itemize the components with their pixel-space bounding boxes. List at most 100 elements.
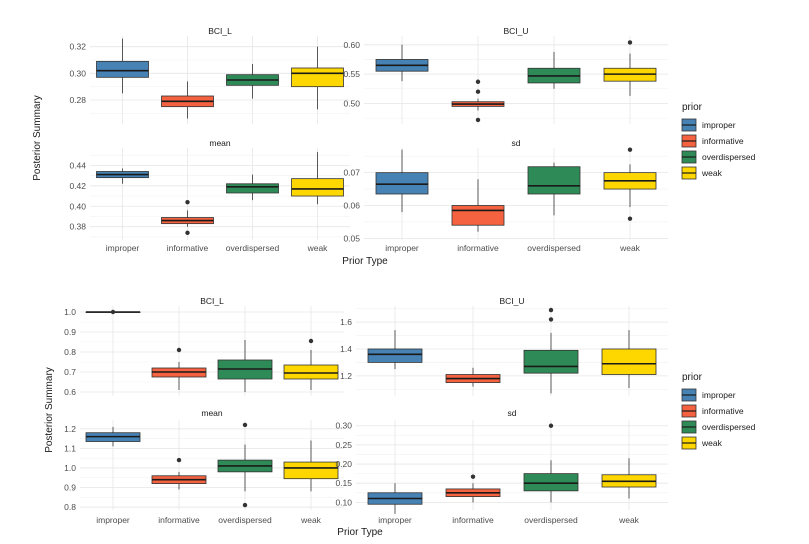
box-overdispersed	[523, 423, 579, 503]
outlier-point	[176, 457, 182, 463]
box-iqr	[367, 348, 423, 363]
panel-bci-u: BCI_U 1.2 1.4 1.6	[340, 296, 668, 396]
y-tick-label: 0.38	[69, 222, 86, 232]
panel-sd: sd 0.05 0.06 0.07 improper informative overdis…	[343, 138, 668, 253]
legend-entry-informative: informative	[681, 404, 744, 418]
outlier-point	[548, 423, 554, 428]
outlier-point	[242, 422, 248, 428]
box-improper	[85, 309, 141, 315]
box-overdispersed	[226, 64, 279, 99]
box-weak	[603, 147, 657, 221]
box-weak	[603, 40, 657, 96]
x-tick-label: weak	[307, 243, 329, 253]
box-iqr	[375, 172, 429, 195]
y-tick-label: 1.2	[64, 424, 76, 434]
panel-bci-l: BCI_L 0.6 0.7 0.8 0.9 1.0	[64, 296, 344, 397]
box-informative	[161, 81, 214, 119]
legend-label: overdispersed	[702, 422, 756, 432]
y-tick-label: 0.30	[335, 421, 352, 431]
outlier-point	[110, 309, 116, 315]
outlier-point	[627, 216, 633, 221]
y-tick-label: 0.10	[335, 497, 352, 507]
y-tick-label: 1.4	[340, 344, 352, 354]
outlier-point	[627, 147, 633, 152]
box-iqr	[601, 348, 657, 375]
box-iqr	[291, 67, 344, 88]
y-tick-label: 0.6	[64, 387, 76, 397]
box-overdispersed	[217, 422, 273, 508]
y-tick-label: 1.1	[64, 443, 76, 453]
y-tick-label: 0.05	[343, 233, 360, 243]
y-tick-label: 1.2	[340, 371, 352, 381]
x-tick-label: informative	[452, 515, 494, 525]
outlier-point	[548, 317, 554, 322]
y-tick-label: 0.15	[335, 478, 352, 488]
box-informative	[161, 199, 214, 236]
x-tick-label: overdispersed	[226, 243, 280, 253]
box-weak	[283, 338, 339, 390]
x-tick-label: informative	[167, 243, 209, 253]
box-improper	[375, 149, 429, 213]
y-tick-label: 0.8	[64, 347, 76, 357]
box-improper	[96, 38, 149, 94]
legend-entry-improper: improper	[681, 118, 736, 132]
y-tick-label: 0.60	[343, 40, 360, 50]
box-iqr	[451, 205, 505, 226]
x-tick-label: weak	[618, 515, 640, 525]
y-tick-label: 0.7	[64, 367, 76, 377]
legend-label: informative	[702, 136, 744, 146]
outlier-point	[475, 89, 481, 94]
outlier-point	[548, 307, 554, 313]
outlier-point	[627, 40, 633, 45]
panel-title: BCI_U	[503, 26, 528, 36]
legend-entry-weak: weak	[681, 166, 723, 180]
legend-entry-weak: weak	[681, 436, 723, 450]
x-tick-label: improper	[96, 515, 130, 525]
outlier-point	[185, 199, 190, 205]
box-iqr	[527, 166, 581, 195]
x-tick-label: informative	[457, 243, 499, 253]
legend-entry-overdispersed: overdispersed	[681, 150, 756, 164]
legend-label: weak	[701, 168, 723, 178]
outlier-point	[185, 230, 190, 236]
box-iqr	[283, 461, 339, 480]
y-axis-title: Posterior Summary	[32, 95, 43, 181]
box-weak	[291, 152, 344, 205]
box-improper	[96, 168, 149, 184]
x-tick-label: improper	[378, 515, 412, 525]
outlier-point	[470, 474, 476, 479]
box-weak	[291, 46, 344, 110]
outlier-point	[475, 79, 481, 84]
panel-title: sd	[512, 138, 521, 148]
panel-title: mean	[209, 138, 231, 148]
legend-label: overdispersed	[702, 152, 756, 162]
box-informative	[451, 79, 505, 123]
y-tick-label: 0.9	[64, 327, 76, 337]
box-iqr	[226, 183, 279, 194]
y-tick-label: 0.32	[69, 42, 86, 52]
panel-bci-u: BCI_U 0.50 0.55 0.60	[343, 26, 668, 124]
y-tick-label: 0.06	[343, 201, 360, 211]
panel-title: BCI_U	[499, 296, 524, 306]
legend-label: improper	[702, 120, 736, 130]
y-tick-label: 0.30	[69, 68, 86, 78]
outlier-point	[176, 347, 182, 353]
chart-2: BCI_L 0.6 0.7 0.8 0.9 1.0 BCI_U 1.2 1.4 1.6 mean 0.…	[44, 296, 756, 538]
box-weak	[601, 330, 657, 388]
legend-entry-informative: informative	[681, 134, 744, 148]
box-overdispersed	[523, 307, 579, 394]
x-tick-label: weak	[619, 243, 641, 253]
y-tick-label: 0.28	[69, 95, 86, 105]
panel-title: BCI_L	[200, 296, 224, 306]
outlier-point	[475, 117, 481, 123]
y-tick-label: 0.20	[335, 459, 352, 469]
y-tick-label: 1.0	[64, 307, 76, 317]
outlier-point	[242, 502, 248, 508]
box-improper	[367, 483, 423, 514]
legend-entry-improper: improper	[681, 388, 736, 402]
legend-label: improper	[702, 390, 736, 400]
x-tick-label: overdispersed	[527, 243, 581, 253]
box-informative	[151, 347, 207, 390]
box-informative	[151, 457, 207, 490]
box-informative	[445, 474, 501, 503]
